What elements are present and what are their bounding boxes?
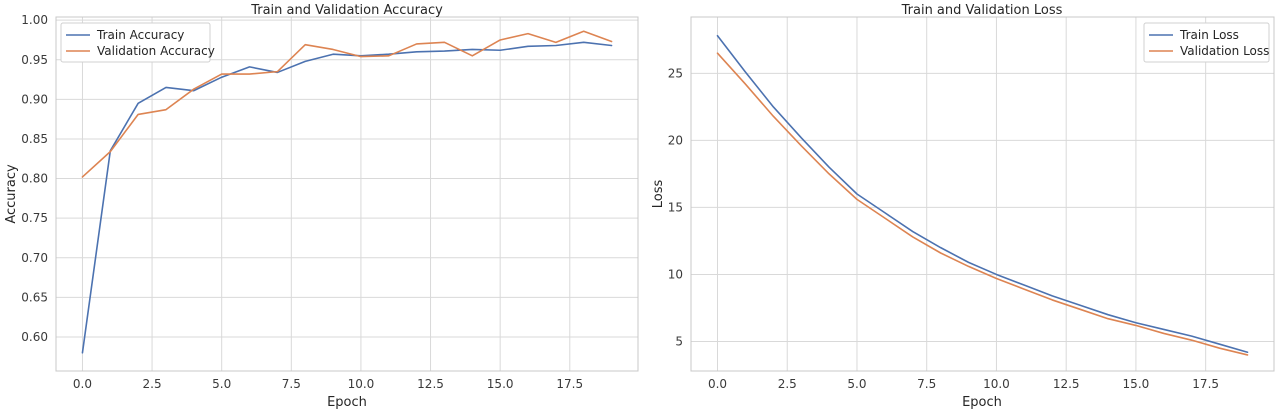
accuracy-series-line-train xyxy=(81,41,613,354)
accuracy-x-tick-label: 15.0 xyxy=(487,377,514,391)
loss-x-tick-label: 17.5 xyxy=(1192,377,1219,391)
loss-x-tick-label: 5.0 xyxy=(847,377,866,391)
loss-y-tick-label: 20 xyxy=(668,133,683,147)
accuracy-y-tick-label: 0.90 xyxy=(21,92,48,106)
loss-y-tick-label: 10 xyxy=(668,267,683,281)
loss-y-tick-label: 25 xyxy=(668,66,683,80)
loss-series-line-train xyxy=(716,34,1249,354)
accuracy-legend: Train Accuracy Validation Accuracy xyxy=(60,22,215,63)
loss-x-tick-label: 15.0 xyxy=(1123,377,1150,391)
loss-y-tick-label: 5 xyxy=(675,335,683,349)
accuracy-series xyxy=(81,30,613,354)
accuracy-y-tick-label: 0.65 xyxy=(21,290,48,304)
accuracy-x-tick-label: 7.5 xyxy=(282,377,301,391)
accuracy-ticks: 0.0 2.5 5.0 7.5 10.0 12.5 15.0 17.5 0.60 0.65 0.70… xyxy=(21,13,583,391)
accuracy-x-tick-label: 2.5 xyxy=(143,377,162,391)
accuracy-series-line-validation xyxy=(81,30,613,178)
accuracy-x-axis-label: Epoch xyxy=(327,395,367,410)
accuracy-legend-label-validation: Validation Accuracy xyxy=(97,44,215,58)
loss-x-tick-label: 2.5 xyxy=(778,377,797,391)
accuracy-y-tick-label: 0.70 xyxy=(21,251,48,265)
loss-y-tick-label: 15 xyxy=(668,200,683,214)
loss-title: Train and Validation Loss xyxy=(901,3,1063,18)
loss-legend-label-validation: Validation Loss xyxy=(1180,44,1269,58)
accuracy-legend-box xyxy=(60,22,211,63)
loss-x-axis-label: Epoch xyxy=(962,395,1002,410)
accuracy-chart: 0.0 2.5 5.0 7.5 10.0 12.5 15.0 17.5 0.60 0.65 0.70… xyxy=(4,3,639,410)
accuracy-plot-frame xyxy=(55,16,639,372)
accuracy-legend-label-train: Train Accuracy xyxy=(96,28,184,42)
accuracy-x-tick-label: 17.5 xyxy=(556,377,583,391)
loss-legend: Train Loss Validation Loss xyxy=(1143,22,1270,63)
accuracy-x-tick-label: 10.0 xyxy=(348,377,375,391)
loss-chart: 0.0 2.5 5.0 7.5 10.0 12.5 15.0 17.5 5 10 15 20 25 Tr… xyxy=(651,3,1275,410)
accuracy-title: Train and Validation Accuracy xyxy=(250,3,443,18)
loss-grid xyxy=(691,17,1274,371)
accuracy-x-tick-label: 12.5 xyxy=(417,377,444,391)
loss-x-tick-label: 10.0 xyxy=(983,377,1010,391)
loss-legend-box xyxy=(1143,22,1270,63)
loss-x-tick-label: 12.5 xyxy=(1053,377,1080,391)
accuracy-y-tick-label: 0.75 xyxy=(21,211,48,225)
loss-series xyxy=(716,34,1249,356)
accuracy-y-tick-label: 0.60 xyxy=(21,330,48,344)
loss-y-axis-label: Loss xyxy=(651,180,666,209)
loss-series-line-validation xyxy=(716,52,1249,356)
accuracy-grid xyxy=(56,17,638,371)
loss-legend-label-train: Train Loss xyxy=(1179,28,1239,42)
loss-x-tick-label: 7.5 xyxy=(917,377,936,391)
accuracy-x-tick-label: 0.0 xyxy=(73,377,92,391)
loss-x-tick-label: 0.0 xyxy=(708,377,727,391)
accuracy-y-tick-label: 0.95 xyxy=(21,53,48,67)
accuracy-y-tick-label: 0.80 xyxy=(21,172,48,186)
accuracy-y-tick-label: 1.00 xyxy=(21,13,48,27)
accuracy-y-axis-label: Accuracy xyxy=(4,164,19,224)
loss-plot-frame xyxy=(690,16,1275,372)
accuracy-x-tick-label: 5.0 xyxy=(212,377,231,391)
loss-ticks: 0.0 2.5 5.0 7.5 10.0 12.5 15.0 17.5 5 10 15 20 25 xyxy=(668,66,1219,391)
accuracy-y-tick-label: 0.85 xyxy=(21,132,48,146)
